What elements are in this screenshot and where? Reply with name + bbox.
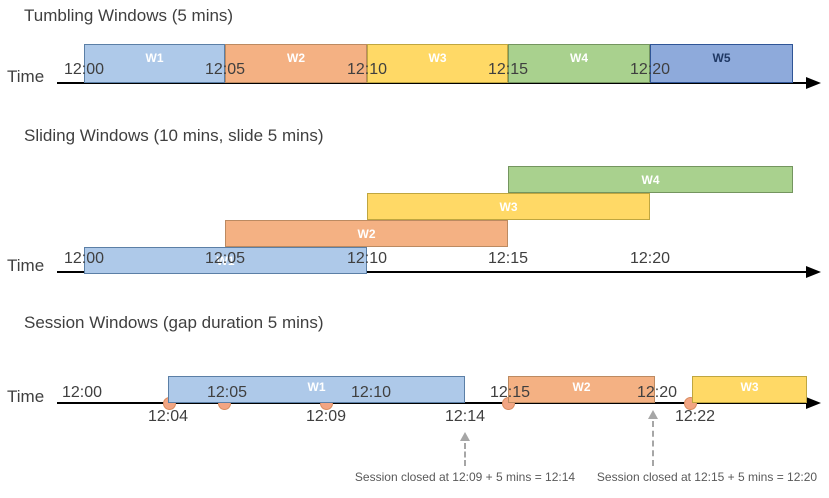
tumbling-window-w3: W3	[367, 44, 508, 83]
tumbling-tick-1220: 12:20	[629, 61, 671, 78]
sliding-title: Sliding Windows (10 mins, slide 5 mins)	[24, 126, 324, 145]
window-label: W2	[357, 226, 376, 241]
close-time-1214: 12:14	[444, 408, 486, 425]
window-label: W2	[572, 380, 591, 394]
sliding-window-w4: W4	[508, 166, 793, 193]
event-time-1204: 12:04	[147, 408, 189, 425]
session-axis-arrow-icon	[806, 397, 821, 409]
session-tick-1210: 12:10	[350, 384, 392, 401]
sliding-tick-1220: 12:20	[629, 250, 671, 267]
session-tick-1200: 12:00	[61, 384, 103, 401]
sliding-axis-line	[57, 271, 808, 273]
event-time-1222: 12:22	[674, 408, 716, 425]
up-arrow-icon	[460, 432, 470, 441]
tumbling-axis-arrow-icon	[806, 77, 821, 89]
session-close-annotation-1: Session closed at 12:09 + 5 mins = 12:14	[354, 470, 576, 484]
session-tick-1220: 12:20	[636, 384, 678, 401]
sliding-window-w1: W1	[84, 247, 367, 274]
window-label: W3	[740, 380, 759, 394]
window-label: W1	[145, 51, 164, 65]
up-arrow-stem	[464, 443, 466, 466]
window-label: W1	[307, 380, 326, 394]
session-window-w1: W1	[168, 376, 465, 403]
tumbling-tick-1215: 12:15	[487, 61, 529, 78]
sliding-tick-1215: 12:15	[487, 250, 529, 267]
up-arrow-icon	[648, 410, 658, 419]
session-window-w2: W2	[508, 376, 655, 403]
tumbling-tick-1205: 12:05	[204, 61, 246, 78]
sliding-tick-1200: 12:00	[63, 250, 105, 267]
event-time-1209: 12:09	[305, 408, 347, 425]
tumbling-window-w4: W4	[508, 44, 650, 83]
tumbling-tick-1210: 12:10	[346, 61, 388, 78]
session-title: Session Windows (gap duration 5 mins)	[24, 313, 324, 332]
window-label: W2	[287, 51, 305, 65]
session-tick-1215: 12:15	[489, 384, 531, 401]
tumbling-window-w5: W5	[650, 44, 793, 83]
window-label: W5	[712, 51, 731, 65]
sliding-tick-1210: 12:10	[346, 250, 388, 267]
window-label: W3	[499, 199, 518, 214]
window-label: W4	[570, 51, 588, 65]
sliding-axis-arrow-icon	[806, 266, 821, 278]
session-tick-1205: 12:05	[206, 384, 248, 401]
tumbling-axis-line	[57, 82, 808, 84]
tumbling-time-label: Time	[7, 67, 45, 86]
tumbling-window-w1: W1	[84, 44, 225, 83]
window-label: W3	[428, 51, 447, 65]
session-window-w3: W3	[692, 376, 807, 403]
sliding-time-label: Time	[7, 256, 45, 275]
sliding-tick-1205: 12:05	[204, 250, 246, 267]
up-arrow-stem	[652, 421, 654, 466]
session-close-annotation-2: Session closed at 12:15 + 5 mins = 12:20	[596, 470, 818, 484]
session-time-label: Time	[7, 387, 45, 406]
sliding-window-w3: W3	[367, 193, 650, 220]
session-axis-line	[57, 402, 808, 404]
window-label: W4	[641, 172, 660, 187]
window-label: W1	[216, 253, 235, 268]
tumbling-title: Tumbling Windows (5 mins)	[24, 6, 234, 25]
sliding-window-w2: W2	[225, 220, 508, 247]
tumbling-tick-1200: 12:00	[63, 61, 105, 78]
tumbling-window-w2: W2	[225, 44, 367, 83]
